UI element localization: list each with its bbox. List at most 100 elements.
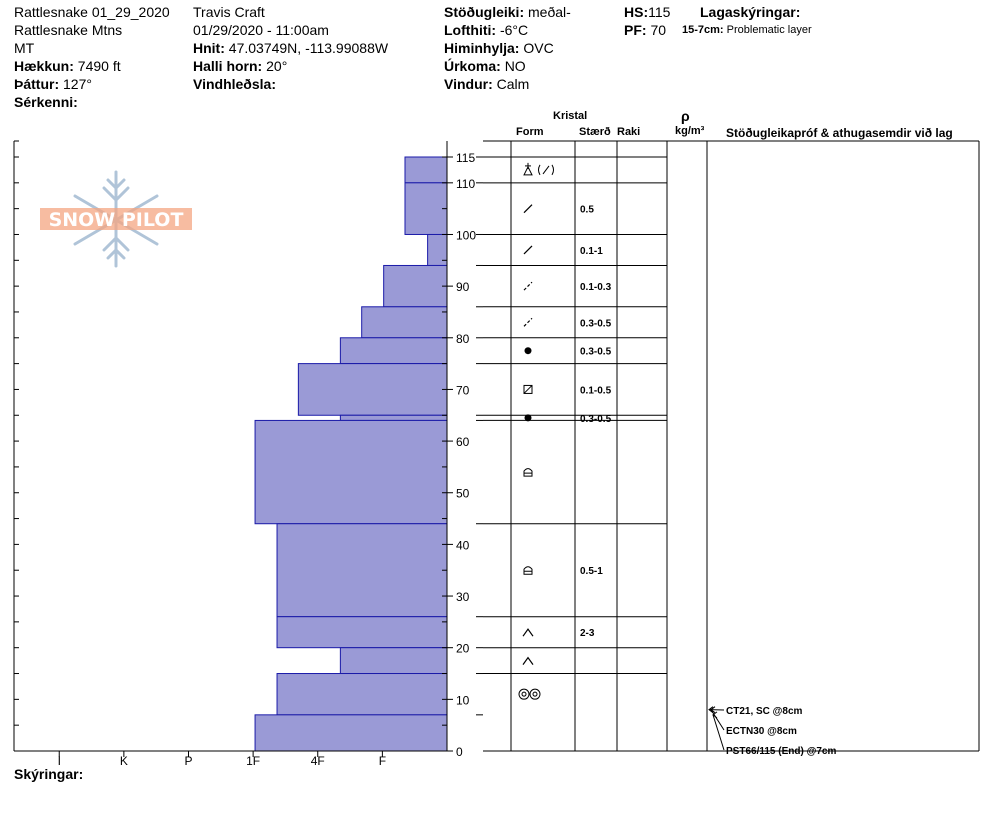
crystal-table-grid: 0.5 0.1-1 0.1-0.3 0.3-0.5 0.3-0.5 0.1-0.5 0.3-… (476, 140, 980, 757)
hardness-bar (254, 419, 448, 525)
fragment-stroke (523, 317, 533, 327)
combo-paren (551, 164, 554, 176)
precip-label: Úrkoma: (444, 58, 501, 74)
crystal-form-fragment-icon (523, 204, 533, 214)
aspect-label: Þáttur: (14, 76, 60, 92)
chart-frame: 0 10 20 30 40 50 60 70 80 90 100 110 115 I K P 1F 4F F (13, 140, 476, 768)
crystal-size: 0.1-0.5 (580, 385, 612, 396)
precip: Úrkoma: NO (444, 58, 526, 74)
ice-ring (518, 688, 530, 700)
coords: Hnit: 47.03749N, -113.99088W (193, 40, 388, 56)
size-header: Stærð (579, 126, 611, 138)
test-label: PST66/115 (End) @7cm (726, 746, 836, 757)
wind-loading-label: Vindhleðsla: (193, 76, 276, 92)
fragment-stroke (523, 245, 533, 255)
hardness-tick-label: 1F (246, 754, 260, 768)
hardness-bar (404, 156, 448, 184)
air-temp: Lofthiti: -6°C (444, 22, 528, 38)
depth-hoar (522, 656, 534, 665)
moisture-header: Raki (617, 126, 641, 138)
ice-ring (521, 691, 527, 697)
test-pointer (710, 709, 725, 731)
crystal-form-depth-icon (522, 656, 534, 665)
observer: Travis Craft (193, 4, 265, 20)
test-pointer (712, 714, 725, 751)
layer-notes-label: Lagaskýringar: (700, 4, 801, 20)
hardness-bars (254, 156, 448, 752)
form-header: Form (516, 126, 544, 138)
crystal-size: 0.5-1 (580, 566, 603, 577)
crystal-size: 0.5 (580, 205, 594, 216)
crystal-form-fragment-dot-icon (523, 317, 533, 327)
coords-label: Hnit: (193, 40, 225, 56)
crystal-size: 0.1-1 (580, 246, 603, 257)
stability-value: meðal- (528, 4, 571, 20)
crystal-size: 0.1-0.3 (580, 282, 612, 293)
fragment-stroke (523, 281, 533, 291)
air-temp-value: -6°C (499, 22, 529, 38)
fragment-stroke (523, 204, 533, 214)
facet-diag (523, 385, 533, 394)
sky: Himinhylja: OVC (444, 40, 554, 56)
depth-tick-label: 30 (456, 590, 470, 604)
layer-note-text: Problematic layer (726, 24, 812, 36)
hs-value: 115 (648, 4, 671, 20)
state-name: MT (14, 40, 35, 56)
hardness-bar (254, 714, 448, 752)
test-arrowhead (712, 711, 718, 719)
depth-tick-label: 70 (456, 383, 470, 397)
test-label: CT21, SC @8cm (726, 706, 803, 717)
round-grain (524, 347, 532, 355)
crystal-form-combo-icon (523, 162, 554, 176)
hardness-bar (339, 414, 448, 421)
depth-tick-label: 90 (456, 280, 470, 294)
crystal-form-fragment-icon (523, 245, 533, 255)
crystal-form-cup-icon (523, 566, 533, 575)
depth-tick-label: 60 (456, 435, 470, 449)
slope-value: 20° (266, 58, 288, 74)
depth-tick-label: 115 (456, 151, 475, 165)
crystal-form-fragment-dot-icon (523, 281, 533, 291)
test-arrowhead (710, 706, 716, 714)
depth-tick-label: 0 (456, 745, 463, 759)
crystal-size: 2-3 (580, 628, 595, 639)
depth-tick-label: 110 (456, 177, 475, 191)
hardness-tick-label: I (58, 754, 61, 768)
pf-value: 70 (650, 22, 667, 38)
crystal-form-facet-icon (523, 384, 533, 394)
elevation: Hækkun: 7490 ft (14, 58, 121, 74)
hardness-tick-label: 4F (311, 754, 325, 768)
aspect: Þáttur: 127° (14, 76, 92, 92)
test-label: ECTN30 @8cm (726, 726, 797, 737)
round-grain (524, 414, 532, 422)
crystal-form-cup-icon (523, 468, 533, 477)
ice-ring (529, 688, 541, 700)
layer-note: 15-7cm: Problematic layer (682, 24, 812, 36)
legend-label: Skýringar: (14, 766, 84, 782)
hs-label: HS: (624, 4, 649, 20)
snowflake-icon: SNOW PILOT (40, 170, 192, 268)
depth-tick-label: 100 (456, 228, 476, 242)
hardness-bar (427, 233, 448, 266)
depth-hoar (522, 628, 534, 637)
combo-triangle (523, 165, 533, 176)
hardness-bar (276, 523, 448, 618)
logo: SNOW PILOT (38, 168, 196, 272)
facet-square (523, 384, 533, 394)
hardness-bar (404, 182, 448, 235)
wind-label: Vindur: (444, 76, 493, 92)
crystal-header: Kristal (553, 110, 588, 122)
hardness-bar (361, 306, 448, 339)
sky-value: OVC (523, 40, 554, 56)
crystal-size: 0.3-0.5 (580, 318, 612, 329)
ice-ring (532, 691, 538, 697)
depth-tick-label: 10 (456, 693, 470, 707)
crystal-form-depth-icon (522, 628, 534, 637)
layer-note-range: 15-7cm: (682, 24, 724, 36)
slope-label: Halli horn: (193, 58, 263, 74)
range-name: Rattlesnake Mtns (14, 22, 123, 38)
datetime: 01/29/2020 - 11:00am (193, 22, 329, 38)
density-unit: kg/m³ (675, 125, 705, 137)
slope: Halli horn: 20° (193, 58, 287, 74)
